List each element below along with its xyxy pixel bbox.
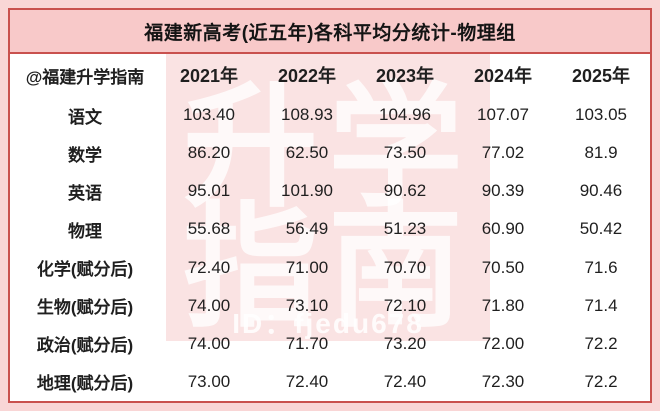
score-cell-4: 77.02: [481, 143, 525, 163]
year-header-2: 2022年: [277, 66, 337, 86]
subject-cell: 语文: [68, 107, 102, 127]
score-cell-2: 71.00: [285, 257, 329, 277]
year-header-5: 2025年: [571, 66, 631, 86]
score-cell-1: 86.20: [187, 143, 231, 163]
score-table-card: 福建新高考(近五年)各科平均分统计-物理组 升学 指南 ID：fjedu678 …: [8, 8, 652, 403]
watermark-id: ID：fjedu678: [232, 308, 424, 339]
score-cell-3: 72.10: [383, 295, 427, 315]
score-cell-2: 101.90: [281, 181, 333, 201]
score-cell-2: 71.70: [285, 333, 329, 353]
watermark-text-line2: 指南: [183, 192, 473, 341]
score-cell-2: 62.50: [285, 143, 329, 163]
score-cell-5: 90.46: [579, 181, 623, 201]
subject-cell: 生物(赋分后): [36, 298, 134, 318]
table-title: 福建新高考(近五年)各科平均分统计-物理组: [10, 10, 650, 54]
subject-cell: 化学(赋分后): [36, 260, 134, 280]
score-cell-4: 70.50: [481, 257, 525, 277]
score-cell-4: 90.39: [481, 181, 525, 201]
score-grid: @福建升学指南 2021年 2022年 2023年 2024年 2025年语文 103.40…: [10, 54, 650, 401]
score-cell-2: 72.40: [285, 371, 329, 391]
score-cell-2: 73.10: [285, 295, 329, 315]
watermark-text-line1: 升学: [183, 72, 473, 223]
score-cell-4: 72.30: [481, 371, 525, 391]
score-cell-2: 56.49: [285, 219, 329, 239]
score-cell-5: 50.42: [579, 219, 623, 239]
score-cell-4: 60.90: [481, 219, 525, 239]
score-cell-1: 95.01: [187, 181, 231, 201]
score-cell-4: 71.80: [481, 295, 525, 315]
subject-cell: 英语: [68, 183, 102, 203]
score-cell-1: 73.00: [187, 371, 231, 391]
score-cell-5: 72.2: [584, 371, 618, 391]
score-cell-3: 90.62: [383, 181, 427, 201]
score-cell-5: 81.9: [584, 143, 618, 163]
score-cell-4: 107.07: [477, 105, 529, 125]
score-cell-5: 72.2: [584, 333, 618, 353]
score-cell-3: 51.23: [383, 219, 427, 239]
score-cell-3: 72.40: [383, 371, 427, 391]
watermark-strip: 升学 指南 ID：fjedu678: [166, 54, 490, 341]
score-cell-5: 71.6: [584, 257, 618, 277]
table-body: 升学 指南 ID：fjedu678 @福建升学指南 2021年 2022年 2023年…: [10, 54, 650, 401]
score-cell-3: 70.70: [383, 257, 427, 277]
score-cell-5: 71.4: [584, 295, 618, 315]
score-cell-1: 55.68: [187, 219, 231, 239]
corner-label: @福建升学指南: [25, 67, 145, 87]
subject-cell: 地理(赋分后): [36, 374, 134, 394]
score-cell-1: 74.00: [187, 333, 231, 353]
subject-cell: 政治(赋分后): [36, 336, 134, 356]
year-header-3: 2023年: [375, 66, 435, 86]
score-cell-4: 72.00: [481, 333, 525, 353]
score-cell-3: 73.20: [383, 333, 427, 353]
year-header-1: 2021年: [179, 66, 239, 86]
subject-cell: 物理: [68, 221, 102, 241]
score-cell-5: 103.05: [575, 105, 627, 125]
subject-cell: 数学: [68, 145, 102, 165]
score-cell-2: 108.93: [281, 105, 333, 125]
score-cell-1: 72.40: [187, 257, 231, 277]
score-cell-1: 74.00: [187, 295, 231, 315]
score-cell-3: 73.50: [383, 143, 427, 163]
score-cell-3: 104.96: [379, 105, 431, 125]
score-cell-1: 103.40: [183, 105, 235, 125]
year-header-4: 2024年: [473, 66, 533, 86]
